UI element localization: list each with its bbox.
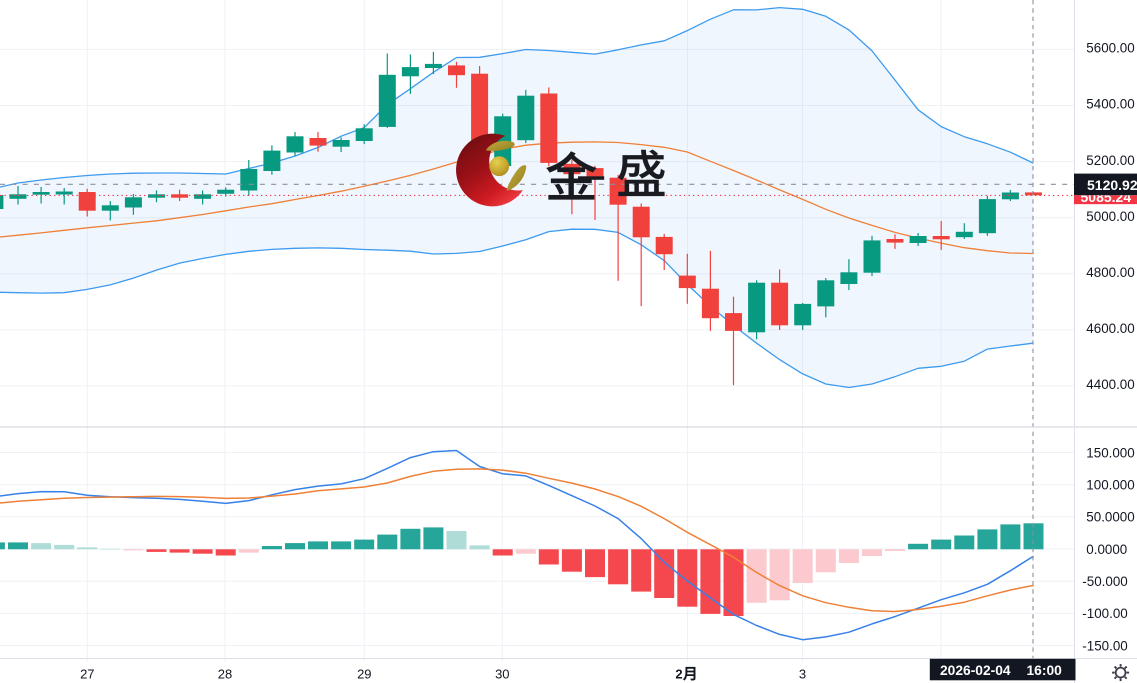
svg-text:3: 3 [799,666,806,681]
svg-text:29: 29 [357,666,371,681]
svg-text:-50.000: -50.000 [1082,574,1127,589]
svg-text:0.0000: 0.0000 [1086,542,1127,557]
svg-text:5085.24: 5085.24 [1081,189,1132,205]
svg-text:4600.00: 4600.00 [1086,321,1134,336]
svg-text:28: 28 [218,666,232,681]
svg-text:16:00: 16:00 [1027,663,1063,678]
svg-text:4400.00: 4400.00 [1086,377,1134,392]
svg-text:5600.00: 5600.00 [1086,41,1134,56]
svg-text:50.0000: 50.0000 [1086,510,1134,525]
svg-text:5120.92: 5120.92 [1087,177,1137,193]
svg-text:2026-02-04: 2026-02-04 [940,663,1011,678]
svg-text:-150.00: -150.00 [1082,638,1127,653]
svg-text:5000.00: 5000.00 [1086,209,1134,224]
svg-text:4800.00: 4800.00 [1086,265,1134,280]
svg-text:-100.00: -100.00 [1082,606,1127,621]
svg-text:27: 27 [80,666,94,681]
svg-text:100.000: 100.000 [1086,478,1134,493]
svg-text:2: 2 [675,666,682,681]
svg-text:30: 30 [495,666,509,681]
svg-text:5400.00: 5400.00 [1086,97,1134,112]
svg-text:5200.00: 5200.00 [1086,153,1134,168]
svg-text:150.000: 150.000 [1086,445,1134,460]
